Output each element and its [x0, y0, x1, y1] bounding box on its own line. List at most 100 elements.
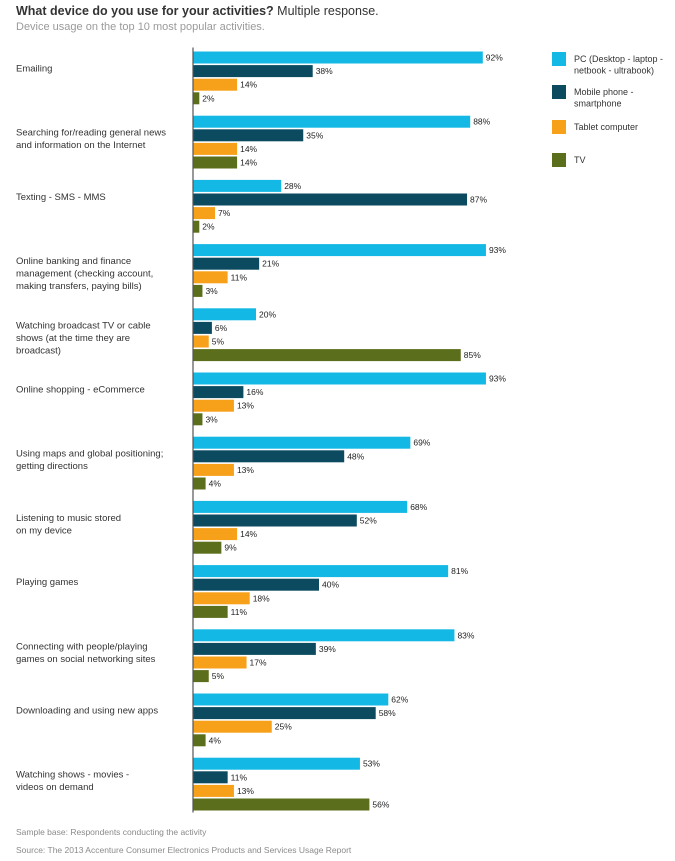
data-label: 2%	[202, 222, 215, 232]
data-label: 9%	[224, 543, 237, 553]
category-label: Texting - SMS - MMS	[16, 192, 106, 203]
data-label: 62%	[391, 695, 408, 705]
bar	[193, 693, 389, 706]
bar	[193, 321, 212, 334]
sample-base-note: Sample base: Respondents conducting the …	[16, 827, 207, 837]
data-label: 93%	[489, 374, 506, 384]
bar	[193, 642, 316, 655]
category-label: Online shopping - eCommerce	[16, 385, 145, 396]
bar	[193, 207, 216, 220]
bar	[193, 477, 206, 490]
category-label: Listening to music stored on my device	[16, 513, 121, 537]
data-label: 13%	[237, 465, 254, 475]
data-label: 85%	[464, 350, 481, 360]
data-label: 11%	[231, 272, 248, 282]
data-label: 4%	[209, 479, 222, 489]
data-label: 5%	[212, 671, 225, 681]
data-label: 14%	[240, 80, 257, 90]
bar	[193, 142, 238, 155]
bar	[193, 450, 345, 463]
bar	[193, 757, 360, 770]
data-label: 17%	[250, 658, 267, 668]
bar	[193, 92, 200, 105]
category-label: Online banking and finance management (ch…	[16, 256, 153, 292]
legend-swatch	[552, 52, 566, 66]
data-label: 53%	[363, 759, 380, 769]
data-label: 6%	[215, 323, 228, 333]
data-label: 48%	[347, 451, 364, 461]
bar	[193, 798, 370, 811]
bar	[193, 129, 304, 142]
data-label: 56%	[372, 800, 389, 810]
source-note: Source: The 2013 Accenture Consumer Elec…	[16, 845, 352, 855]
legend-swatch	[552, 120, 566, 134]
bar	[193, 707, 376, 720]
bar	[193, 193, 468, 206]
data-label: 2%	[202, 93, 215, 103]
bar	[193, 156, 238, 169]
data-label: 81%	[451, 566, 468, 576]
data-label: 68%	[410, 502, 427, 512]
bar	[193, 734, 206, 747]
data-label: 13%	[237, 401, 254, 411]
data-label: 40%	[322, 580, 339, 590]
bar	[193, 720, 272, 733]
data-label: 83%	[457, 630, 474, 640]
bar	[193, 65, 313, 78]
category-label: Downloading and using new apps	[16, 706, 158, 717]
bar	[193, 656, 247, 669]
bar	[193, 541, 222, 554]
data-label: 58%	[379, 708, 396, 718]
data-label: 38%	[316, 66, 333, 76]
data-label: 11%	[231, 772, 248, 782]
data-label: 52%	[360, 516, 377, 526]
legend-label: Mobile phone -smartphone	[574, 87, 634, 109]
bar	[193, 514, 357, 527]
data-label: 25%	[275, 722, 292, 732]
data-label: 18%	[253, 593, 270, 603]
category-label: Emailing	[16, 64, 52, 75]
bar	[193, 784, 234, 797]
bar	[193, 436, 411, 449]
data-label: 35%	[306, 130, 323, 140]
bar	[193, 399, 234, 412]
bar	[193, 500, 408, 513]
data-label: 4%	[209, 735, 222, 745]
data-label: 87%	[470, 195, 487, 205]
category-label: Connecting with people/playing games on s…	[16, 641, 156, 665]
category-label: Playing games	[16, 577, 79, 588]
bar	[193, 629, 455, 642]
bar	[193, 463, 234, 476]
data-label: 5%	[212, 337, 225, 347]
legend-label: PC (Desktop - laptop -netbook - ultraboo…	[574, 54, 663, 76]
data-label: 39%	[319, 644, 336, 654]
data-label: 28%	[284, 181, 301, 191]
bar	[193, 528, 238, 541]
bar	[193, 179, 282, 192]
data-label: 11%	[231, 607, 248, 617]
data-label: 3%	[205, 286, 218, 296]
legend-label: Tablet computer	[574, 122, 638, 132]
bar	[193, 308, 256, 321]
category-label: Using maps and global positioning; gettin…	[16, 449, 163, 473]
bar	[193, 592, 250, 605]
bar	[193, 220, 200, 233]
bar	[193, 284, 203, 297]
data-label: 7%	[218, 208, 231, 218]
bar	[193, 565, 449, 578]
data-label: 13%	[237, 786, 254, 796]
bar	[193, 78, 238, 91]
bar	[193, 271, 228, 284]
bar	[193, 771, 228, 784]
category-label: Watching broadcast TV or cable shows (at …	[16, 320, 151, 356]
data-label: 88%	[473, 117, 490, 127]
bar	[193, 257, 260, 270]
data-label: 92%	[486, 53, 503, 63]
legend-label: TV	[574, 155, 586, 165]
legend-swatch	[552, 85, 566, 99]
data-label: 14%	[240, 529, 257, 539]
data-label: 93%	[489, 245, 506, 255]
bar	[193, 372, 486, 385]
category-label: Searching for/reading general news and in…	[16, 128, 166, 152]
